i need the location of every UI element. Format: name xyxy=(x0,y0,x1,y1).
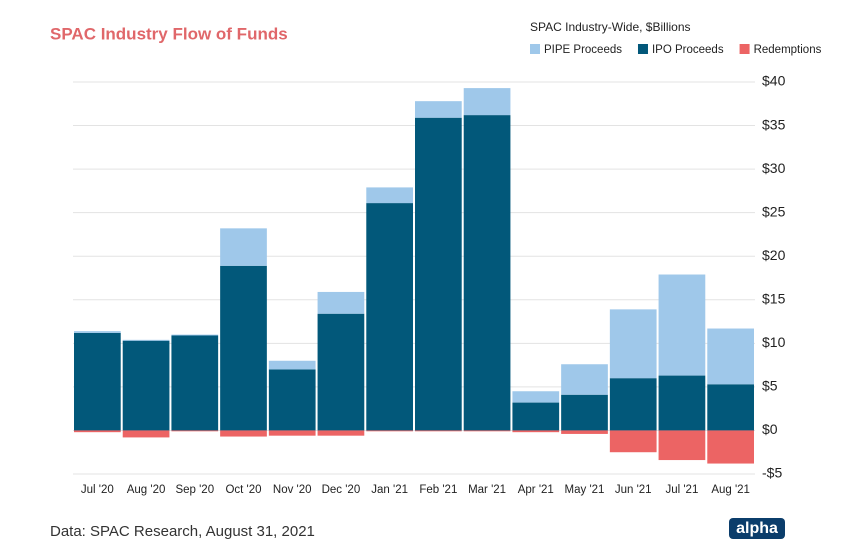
x-tick-label: Apr '21 xyxy=(518,484,554,496)
x-tick-label: Mar '21 xyxy=(468,484,506,496)
bar-segment xyxy=(512,391,560,403)
x-tick-label: Sep '20 xyxy=(175,484,214,496)
legend-label: Redemptions xyxy=(754,44,822,56)
bar-segment xyxy=(171,430,219,432)
bar-segment xyxy=(171,334,219,336)
chart-title: SPAC Industry Flow of Funds xyxy=(50,24,288,43)
legend-title: SPAC Industry-Wide, $Billions xyxy=(530,20,691,34)
legend-swatch xyxy=(637,44,648,54)
bar-segment xyxy=(512,402,560,431)
bar-segment xyxy=(658,274,706,376)
bar-segment xyxy=(707,430,754,464)
y-tick-label: $40 xyxy=(762,73,786,89)
bar-segment xyxy=(366,430,413,432)
legend-label: IPO Proceeds xyxy=(652,44,724,56)
bar-segment xyxy=(463,430,511,432)
x-tick-label: Jan '21 xyxy=(371,484,408,496)
legend-swatch xyxy=(739,44,750,54)
bar-segment xyxy=(609,309,657,379)
x-tick-label: Aug '20 xyxy=(127,484,166,496)
logo: alpha xyxy=(736,520,778,537)
x-tick-label: Jul '20 xyxy=(81,484,114,496)
bar-segment xyxy=(268,430,316,436)
bar-segment xyxy=(317,291,365,314)
bar-segment xyxy=(609,378,657,431)
bar-segment xyxy=(609,430,657,453)
bar-segment xyxy=(707,328,754,385)
logo-box xyxy=(729,518,785,539)
y-tick-label: $25 xyxy=(762,203,786,219)
bar-segment xyxy=(74,332,121,431)
bar-segment xyxy=(220,430,267,437)
y-tick-label: -$5 xyxy=(762,465,782,481)
bar-segment xyxy=(561,394,608,431)
bar-segment xyxy=(463,88,511,116)
bar-segment xyxy=(415,101,462,118)
bar-segment xyxy=(415,117,462,431)
legend-swatch xyxy=(530,44,540,54)
bar-segment xyxy=(512,430,560,433)
bar-segment xyxy=(122,339,170,341)
x-tick-label: Nov '20 xyxy=(273,484,312,496)
x-tick-label: Feb '21 xyxy=(419,484,457,496)
source: Data: SPAC Research, August 31, 2021 xyxy=(50,523,315,540)
y-tick-label: $30 xyxy=(762,160,786,176)
legend-label: PIPE Proceeds xyxy=(544,44,622,56)
bar-segment xyxy=(463,115,511,431)
y-tick-label: $35 xyxy=(762,116,786,132)
bar-segment xyxy=(561,430,608,434)
x-tick-label: Oct '20 xyxy=(225,484,261,496)
y-tick-label: $5 xyxy=(762,378,778,394)
bar-segment xyxy=(658,375,706,431)
bar-segment xyxy=(268,369,316,431)
bar-segment xyxy=(220,265,267,431)
bar-segment xyxy=(366,203,413,431)
bar-segment xyxy=(317,313,365,431)
y-tick-label: $10 xyxy=(762,334,786,350)
x-tick-label: May '21 xyxy=(565,484,605,496)
x-tick-label: Jun '21 xyxy=(615,484,652,496)
bar-segment xyxy=(366,187,413,204)
x-tick-label: Aug '21 xyxy=(711,484,750,496)
bar-segment xyxy=(707,384,754,431)
y-tick-label: $20 xyxy=(762,247,786,263)
x-tick-label: Dec '20 xyxy=(322,484,361,496)
bar-segment xyxy=(220,228,267,266)
bar-segment xyxy=(74,331,121,333)
bar-segment xyxy=(171,335,219,431)
y-tick-label: $0 xyxy=(762,421,778,437)
bar-segment xyxy=(561,364,608,395)
bar-segment xyxy=(122,430,170,438)
bar-segment xyxy=(74,430,121,433)
bar-segment xyxy=(658,430,706,461)
bar-segment xyxy=(122,340,170,431)
y-tick-label: $15 xyxy=(762,290,786,306)
bar-segment xyxy=(268,360,316,370)
bar-segment xyxy=(317,430,365,436)
bar-segment xyxy=(415,430,462,432)
x-tick-label: Jul '21 xyxy=(665,484,698,496)
